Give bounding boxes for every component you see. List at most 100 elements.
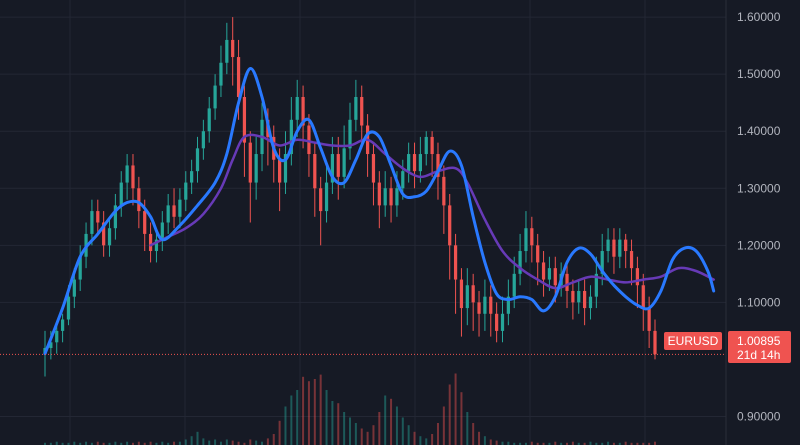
candle-body[interactable]	[248, 142, 252, 183]
candle-body[interactable]	[571, 290, 575, 303]
candle-body[interactable]	[295, 96, 299, 120]
candle-body[interactable]	[377, 182, 381, 206]
candle-body[interactable]	[348, 119, 352, 149]
candle-body[interactable]	[536, 245, 540, 263]
candle-body[interactable]	[495, 313, 499, 331]
candle-body[interactable]	[407, 154, 411, 172]
candle-body[interactable]	[412, 154, 417, 172]
candle-body[interactable]	[113, 205, 117, 229]
candle-body[interactable]	[583, 290, 587, 309]
candle-body[interactable]	[448, 205, 452, 246]
candle-body[interactable]	[172, 205, 176, 217]
candle-body[interactable]	[178, 199, 182, 217]
candle-body[interactable]	[424, 136, 428, 155]
candle-body[interactable]	[594, 273, 598, 297]
candle-body[interactable]	[635, 268, 640, 286]
candle-body[interactable]	[395, 188, 399, 206]
candle-body[interactable]	[131, 165, 135, 189]
candle-body[interactable]	[119, 182, 123, 206]
candle-body[interactable]	[242, 96, 247, 143]
candle-body[interactable]	[506, 296, 510, 314]
candle-body[interactable]	[78, 256, 82, 280]
candle-body[interactable]	[49, 342, 53, 349]
candle-body[interactable]	[107, 228, 112, 246]
candle-body[interactable]	[336, 154, 340, 177]
candle-body[interactable]	[160, 222, 164, 240]
candle-body[interactable]	[541, 262, 546, 280]
candle-body[interactable]	[647, 308, 651, 331]
candle-body[interactable]	[500, 313, 505, 331]
candle-body[interactable]	[530, 228, 534, 246]
candle-body[interactable]	[324, 182, 329, 212]
candle-body[interactable]	[66, 296, 71, 320]
candle-body[interactable]	[453, 245, 458, 280]
candle-body[interactable]	[477, 302, 481, 314]
price-axis[interactable]: 0.90000 1.10000 1.20000 1.30000 1.40000 1.500…	[737, 10, 781, 423]
candle-body[interactable]	[143, 211, 147, 234]
candle-body[interactable]	[289, 119, 293, 155]
candle-body[interactable]	[401, 171, 405, 189]
candle-body[interactable]	[612, 239, 616, 257]
candle-body[interactable]	[371, 154, 376, 183]
candle-body[interactable]	[278, 159, 282, 183]
candle-body[interactable]	[148, 233, 153, 252]
candle-body[interactable]	[283, 154, 288, 183]
candle-body[interactable]	[184, 182, 188, 200]
candle-body[interactable]	[629, 251, 634, 269]
candle-body[interactable]	[606, 239, 610, 252]
candle-body[interactable]	[618, 239, 622, 257]
candle-body[interactable]	[319, 188, 323, 212]
candle-body[interactable]	[96, 211, 100, 223]
candle-body[interactable]	[577, 290, 581, 303]
candle-body[interactable]	[254, 154, 258, 183]
candle-body[interactable]	[236, 57, 241, 97]
candle-body[interactable]	[553, 268, 557, 286]
candle-body[interactable]	[418, 154, 422, 172]
candle-body[interactable]	[231, 39, 235, 58]
candle-body[interactable]	[102, 222, 106, 246]
candle-body[interactable]	[354, 96, 358, 120]
candle-body[interactable]	[207, 108, 211, 132]
candle-body[interactable]	[489, 296, 493, 314]
candle-body[interactable]	[471, 285, 475, 303]
candle-body[interactable]	[389, 188, 393, 206]
candle-body[interactable]	[641, 285, 645, 309]
candle-body[interactable]	[483, 296, 487, 314]
candle-body[interactable]	[588, 296, 593, 309]
candle-body[interactable]	[60, 319, 65, 331]
candle-body[interactable]	[442, 176, 446, 206]
candle-body[interactable]	[383, 188, 387, 206]
candle-body[interactable]	[512, 273, 516, 297]
candle-body[interactable]	[219, 62, 223, 86]
candle-body[interactable]	[459, 279, 464, 309]
candle-body[interactable]	[137, 188, 141, 212]
candle-body[interactable]	[195, 148, 200, 172]
candle-body[interactable]	[342, 148, 346, 177]
candle-body[interactable]	[55, 330, 59, 343]
candle-body[interactable]	[624, 239, 628, 252]
candle-body[interactable]	[360, 96, 364, 126]
candle-body[interactable]	[600, 251, 604, 274]
candle-body[interactable]	[436, 154, 440, 177]
candle-body[interactable]	[518, 251, 522, 274]
candle-body[interactable]	[465, 285, 469, 309]
candle-body[interactable]	[547, 268, 552, 280]
candle-body[interactable]	[190, 171, 194, 183]
candle-body[interactable]	[313, 154, 317, 189]
candle-body[interactable]	[201, 131, 205, 149]
candle-body[interactable]	[653, 330, 657, 355]
candle-body[interactable]	[213, 85, 217, 109]
candle-body[interactable]	[307, 125, 311, 155]
candle-body[interactable]	[330, 154, 335, 183]
candle-body[interactable]	[301, 96, 305, 126]
candle-body[interactable]	[524, 228, 528, 252]
candle-body[interactable]	[565, 273, 569, 291]
candle-body[interactable]	[125, 165, 129, 183]
candle-body[interactable]	[72, 279, 76, 297]
candle-body[interactable]	[90, 211, 94, 234]
candle-body[interactable]	[166, 205, 170, 223]
candle-body[interactable]	[154, 239, 159, 252]
candle-body[interactable]	[430, 136, 434, 155]
candle-body[interactable]	[225, 39, 229, 63]
